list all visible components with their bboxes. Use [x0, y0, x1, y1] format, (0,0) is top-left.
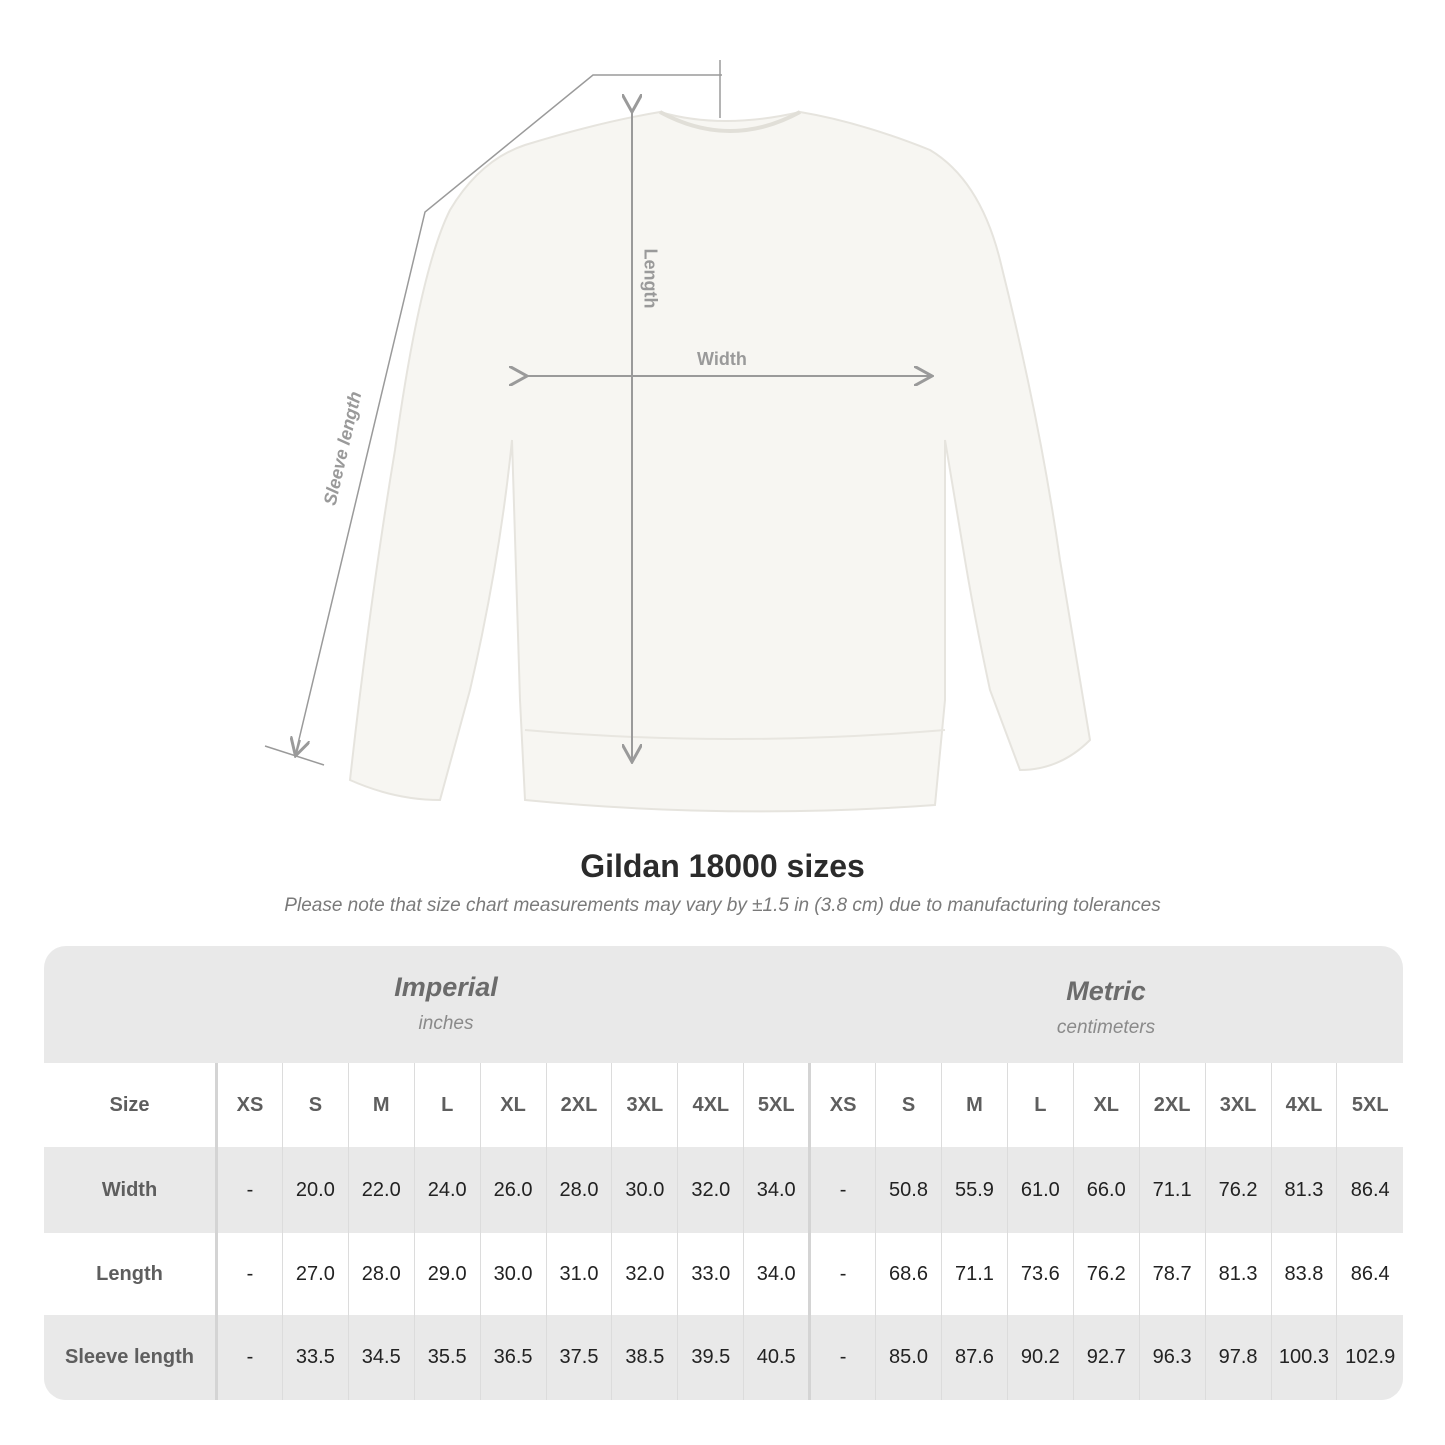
sweatshirt-illustration — [348, 110, 1092, 813]
imperial-value: 33.0 — [677, 1233, 744, 1315]
metric-value: 76.2 — [1204, 1147, 1271, 1233]
metric-value: 78.7 — [1138, 1233, 1206, 1315]
metric-value: 90.2 — [1006, 1315, 1074, 1400]
metric-heading: Metric — [1066, 976, 1146, 1006]
metric-size-header: XL — [1072, 1063, 1140, 1147]
metric-value: 85.0 — [875, 1315, 942, 1400]
metric-size-header: 3XL — [1204, 1063, 1271, 1147]
metric-size-header: XS — [808, 1063, 876, 1147]
metric-size-header: L — [1006, 1063, 1074, 1147]
metric-size-header: S — [875, 1063, 942, 1147]
metric-value: 83.8 — [1270, 1233, 1337, 1315]
imperial-value: 29.0 — [413, 1233, 481, 1315]
metric-unit: centimeters — [1056, 1017, 1156, 1038]
imperial-value: 32.0 — [611, 1233, 678, 1315]
imperial-heading: Imperial — [394, 972, 498, 1002]
tolerance-note: Please note that size chart measurements… — [284, 895, 1161, 916]
imperial-size-header: 5XL — [743, 1063, 810, 1147]
metric-value: 50.8 — [875, 1147, 942, 1233]
metric-value: 97.8 — [1204, 1315, 1271, 1400]
imperial-size-header: S — [281, 1063, 349, 1147]
imperial-value: 35.5 — [413, 1315, 481, 1400]
metric-value: 81.3 — [1270, 1147, 1337, 1233]
imperial-value: 30.0 — [479, 1233, 547, 1315]
imperial-value: 24.0 — [413, 1147, 481, 1233]
imperial-value: 40.5 — [743, 1315, 810, 1400]
imperial-value: 34.5 — [347, 1315, 415, 1400]
imperial-value: - — [216, 1233, 283, 1315]
imperial-value: 34.0 — [743, 1147, 810, 1233]
metric-value: 71.1 — [1138, 1147, 1206, 1233]
metric-value: 71.1 — [940, 1233, 1008, 1315]
header-row: Size XS S M L XL 2XL 3XL 4XL 5XL XS S M L XL 2XL 3XL 4XL 5… — [44, 1063, 1403, 1147]
metric-value: 86.4 — [1336, 1233, 1403, 1315]
metric-size-header: 4XL — [1270, 1063, 1337, 1147]
metric-value: 66.0 — [1072, 1147, 1140, 1233]
metric-value: 68.6 — [875, 1233, 942, 1315]
imperial-value: 32.0 — [677, 1147, 744, 1233]
imperial-value: 20.0 — [281, 1147, 349, 1233]
imperial-size-header: XS — [216, 1063, 283, 1147]
row-label: Length — [44, 1233, 218, 1315]
metric-value: 92.7 — [1072, 1315, 1140, 1400]
imperial-value: 36.5 — [479, 1315, 547, 1400]
sleeve-guide-line — [295, 74, 722, 753]
imperial-value: 27.0 — [281, 1233, 349, 1315]
metric-value: 61.0 — [1006, 1147, 1074, 1233]
imperial-value: 28.0 — [347, 1233, 415, 1315]
metric-size-header: M — [940, 1063, 1008, 1147]
metric-value: 102.9 — [1336, 1315, 1403, 1400]
sweatshirt-diagram — [264, 60, 1092, 813]
metric-value: - — [808, 1315, 876, 1400]
imperial-size-header: 3XL — [611, 1063, 678, 1147]
imperial-size-header: 2XL — [545, 1063, 612, 1147]
imperial-value: 31.0 — [545, 1233, 612, 1315]
metric-value: 86.4 — [1336, 1147, 1403, 1233]
imperial-value: 30.0 — [611, 1147, 678, 1233]
size-table-card: Imperial inches Metric centimeters Size X… — [44, 946, 1403, 1400]
imperial-value: 22.0 — [347, 1147, 415, 1233]
metric-header: Metric centimeters — [809, 946, 1403, 1063]
width-label: Width — [697, 349, 747, 369]
imperial-value: 34.0 — [743, 1233, 810, 1315]
size-header: Size — [44, 1063, 218, 1147]
metric-value: 55.9 — [940, 1147, 1008, 1233]
metric-value: 73.6 — [1006, 1233, 1074, 1315]
metric-value: 81.3 — [1204, 1233, 1271, 1315]
row-label: Sleeve length — [44, 1315, 218, 1400]
metric-size-header: 5XL — [1336, 1063, 1403, 1147]
row-label: Width — [44, 1147, 218, 1233]
page-title: Gildan 18000 sizes — [580, 848, 865, 884]
imperial-size-header: L — [413, 1063, 481, 1147]
imperial-value: - — [216, 1147, 283, 1233]
metric-value: 76.2 — [1072, 1233, 1140, 1315]
table-row: Length -27.0 28.0 29.0 30.0 31.0 32.0 33.0 34.0-… — [44, 1233, 1403, 1315]
size-table: Size XS S M L XL 2XL 3XL 4XL 5XL XS S M L XL 2XL 3XL 4XL 5… — [44, 1063, 1403, 1400]
imperial-value: 33.5 — [281, 1315, 349, 1400]
metric-value: - — [808, 1147, 876, 1233]
imperial-value: 39.5 — [677, 1315, 744, 1400]
metric-value: 100.3 — [1270, 1315, 1337, 1400]
metric-size-header: 2XL — [1138, 1063, 1206, 1147]
imperial-value: - — [216, 1315, 283, 1400]
imperial-size-header: 4XL — [677, 1063, 744, 1147]
imperial-value: 26.0 — [479, 1147, 547, 1233]
table-row: Width -20.0 22.0 24.0 26.0 28.0 30.0 32.0 34.0-5… — [44, 1147, 1403, 1233]
imperial-unit: inches — [418, 1013, 474, 1034]
imperial-size-header: XL — [479, 1063, 547, 1147]
length-label: Length — [640, 248, 661, 309]
imperial-header: Imperial inches — [215, 946, 677, 1063]
imperial-size-header: M — [347, 1063, 415, 1147]
imperial-value: 28.0 — [545, 1147, 612, 1233]
metric-value: - — [808, 1233, 876, 1315]
table-row: Sleeve length -33.5 34.5 35.5 36.5 37.5 38.5 39… — [44, 1315, 1403, 1400]
imperial-value: 37.5 — [545, 1315, 612, 1400]
metric-value: 87.6 — [940, 1315, 1008, 1400]
imperial-value: 38.5 — [611, 1315, 678, 1400]
metric-value: 96.3 — [1138, 1315, 1206, 1400]
